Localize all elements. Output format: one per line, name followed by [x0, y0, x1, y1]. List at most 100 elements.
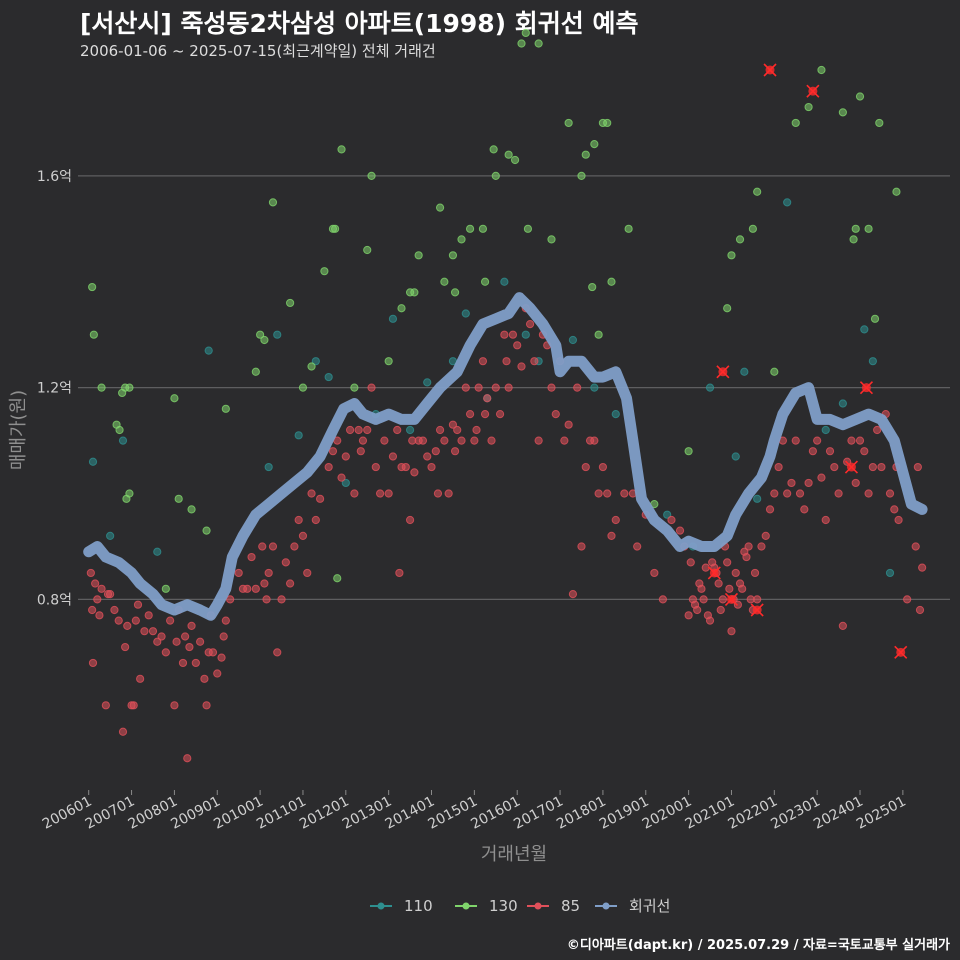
data-point-85: [564, 420, 573, 429]
data-point-85: [131, 616, 140, 625]
highlight-point: [724, 592, 739, 606]
highlight-point: [859, 381, 874, 395]
y-tick-label: 1.2억: [37, 381, 72, 397]
data-point-110: [294, 431, 303, 440]
data-point-85: [106, 590, 115, 599]
data-point-130: [320, 267, 329, 276]
data-point-85: [753, 595, 762, 604]
data-point-85: [817, 473, 826, 482]
data-point-130: [465, 224, 475, 233]
data-point-85: [273, 648, 282, 657]
data-point-130: [333, 574, 342, 583]
data-point-110: [568, 335, 578, 345]
data-point-85: [405, 515, 415, 525]
data-point-110: [273, 330, 282, 339]
data-point-130: [478, 224, 488, 233]
data-point-130: [414, 251, 423, 260]
data-point-130: [125, 383, 134, 392]
data-point-85: [830, 462, 839, 472]
legend-item-85: 85: [527, 897, 580, 915]
highlight-point: [763, 63, 777, 77]
data-point-85: [260, 579, 269, 588]
data-point-130: [684, 447, 693, 456]
data-point-85: [453, 425, 462, 435]
data-point-130: [727, 251, 736, 260]
data-point-130: [89, 330, 98, 339]
data-point-110: [500, 277, 509, 286]
data-point-85: [474, 383, 483, 392]
data-point-85: [356, 447, 365, 456]
data-point-85: [470, 436, 479, 445]
data-point-110: [731, 452, 740, 461]
highlight-point: [806, 84, 820, 98]
data-point-85: [804, 478, 813, 488]
data-point-130: [256, 330, 265, 339]
data-point-85: [140, 627, 149, 636]
data-point-85: [114, 616, 123, 625]
data-point-130: [331, 224, 340, 233]
data-point-85: [311, 515, 320, 525]
data-point-85: [328, 447, 338, 456]
regression-line-group: [83, 292, 928, 621]
data-point-85: [813, 436, 822, 445]
data-point-85: [91, 579, 100, 588]
data-point-85: [118, 727, 128, 736]
data-point-130: [337, 145, 346, 154]
data-point-130: [564, 118, 573, 128]
data-point-85: [761, 531, 770, 540]
data-point-110: [521, 330, 530, 339]
data-point-110: [868, 357, 877, 366]
data-point-85: [791, 436, 800, 445]
data-point-85: [731, 568, 740, 578]
data-point-130: [510, 155, 520, 165]
data-point-85: [885, 489, 895, 498]
data-point-130: [202, 526, 211, 535]
data-point-85: [226, 595, 235, 604]
legend-item-회귀선: 회귀선: [595, 897, 670, 915]
data-point-130: [547, 235, 556, 244]
data-point-130: [491, 171, 500, 180]
highlight-markers: [707, 63, 908, 659]
data-point-85: [363, 425, 372, 435]
data-point-130: [363, 245, 372, 255]
data-point-85: [530, 357, 539, 366]
data-point-85: [851, 478, 860, 488]
data-point-130: [448, 251, 458, 260]
data-point-130: [594, 330, 603, 339]
data-point-85: [307, 489, 316, 498]
data-point-110: [324, 372, 333, 382]
data-point-85: [750, 568, 760, 578]
highlight-cross: [894, 645, 908, 659]
data-point-85: [607, 531, 616, 540]
data-point-110: [838, 399, 847, 408]
data-point-85: [800, 505, 809, 514]
data-point-85: [196, 637, 205, 646]
data-point-85: [450, 447, 460, 456]
data-point-85: [208, 648, 218, 657]
data-point-130: [397, 304, 406, 313]
data-point-130: [251, 367, 260, 376]
data-point-85: [693, 605, 702, 615]
data-point-85: [166, 616, 175, 625]
data-point-85: [560, 436, 569, 445]
data-point-85: [440, 436, 449, 445]
data-point-130: [607, 277, 616, 286]
data-point-85: [281, 558, 290, 567]
data-point-85: [298, 531, 308, 540]
data-point-85: [757, 542, 766, 551]
data-point-85: [551, 410, 560, 419]
data-point-85: [294, 515, 303, 525]
data-point-130: [350, 383, 359, 392]
data-point-85: [903, 595, 912, 604]
legend-label: 회귀선: [629, 897, 670, 915]
data-point-130: [97, 383, 106, 392]
highlight-point: [750, 603, 764, 617]
data-point-130: [450, 288, 460, 297]
data-point-85: [487, 436, 496, 445]
data-point-85: [290, 542, 299, 551]
x-axis-label: 거래년월: [481, 844, 547, 865]
data-point-130: [791, 118, 800, 128]
highlight-cross: [707, 566, 721, 580]
data-point-85: [716, 605, 725, 615]
data-point-85: [221, 616, 230, 625]
